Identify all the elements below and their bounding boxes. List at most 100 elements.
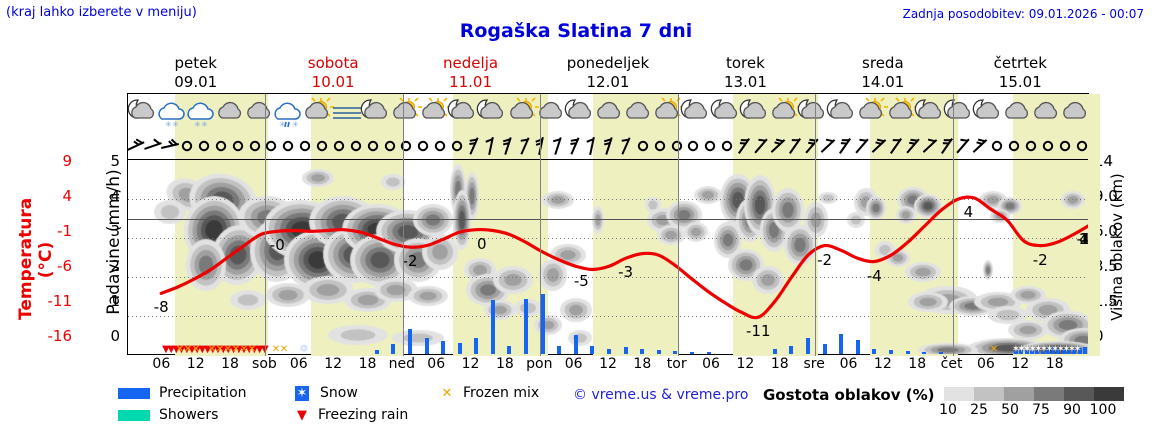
legend-item: ✕ Frozen mix bbox=[438, 385, 539, 401]
day-name: petek bbox=[127, 54, 264, 73]
day-name: nedelja bbox=[402, 54, 539, 73]
svg-text:✳: ✳ bbox=[279, 120, 286, 129]
hour-label: čet bbox=[941, 356, 963, 372]
day-name: ponedeljek bbox=[539, 54, 676, 73]
precipitation-tick: 1 bbox=[96, 292, 120, 310]
hour-label: 12 bbox=[1011, 356, 1029, 372]
temperature-tick: -11 bbox=[38, 292, 72, 310]
legend-item: ✶ Snow bbox=[293, 385, 358, 401]
precipitation-tick: 2 bbox=[96, 257, 120, 275]
day-separator bbox=[403, 94, 404, 356]
temperature-tick: -1 bbox=[38, 222, 72, 240]
hour-label: 12 bbox=[187, 356, 205, 372]
day-header-2: sobota 10.01 bbox=[264, 54, 401, 92]
temperature-label: -8 bbox=[154, 298, 169, 316]
day-date: 09.01 bbox=[127, 73, 264, 92]
day-date: 10.01 bbox=[264, 73, 401, 92]
legend-symbol: ✕ bbox=[438, 386, 456, 401]
temperature-tick: 9 bbox=[38, 152, 72, 170]
cloud-density-scale-label: 10 bbox=[939, 402, 957, 418]
svg-text:✳: ✳ bbox=[201, 120, 208, 129]
legend-symbol: ▼ bbox=[293, 408, 311, 423]
legend-label: Freezing rain bbox=[318, 407, 408, 423]
precipitation-tick: 3 bbox=[96, 222, 120, 240]
day-name: četrtek bbox=[952, 54, 1089, 73]
temperature-tick: -6 bbox=[38, 257, 72, 275]
svg-text:✳: ✳ bbox=[194, 120, 201, 129]
legend-color-swatch bbox=[118, 410, 150, 421]
hour-label: pon bbox=[526, 356, 552, 372]
day-header-7: četrtek 15.01 bbox=[952, 54, 1089, 92]
temperature-label: 4 bbox=[964, 203, 974, 221]
hour-label: 18 bbox=[633, 356, 651, 372]
forecast-chart-panel[interactable]: *✳✳*✳✳✳✳ ▼▼▼▼▼▼▼▼▼▼▼▼▼▼▼▼▼▼▼▼✕✕✕✕✕✕✕✕✕✕✕… bbox=[127, 93, 1089, 355]
day-separator bbox=[265, 94, 266, 356]
hour-label: tor bbox=[667, 356, 687, 372]
wind-barb-row bbox=[128, 134, 1088, 159]
cloud-density-scale-label: 75 bbox=[1032, 402, 1050, 418]
day-header-4: ponedeljek 12.01 bbox=[539, 54, 676, 92]
hour-label: 06 bbox=[840, 356, 858, 372]
day-name: sobota bbox=[264, 54, 401, 73]
temperature-value-labels: -8-0-20-5-3-11-2-44-22-141 bbox=[128, 160, 1088, 354]
temperature-axis-ticks: 9 4 -1 -6 -11 -16 bbox=[38, 160, 72, 360]
day-header-1: petek 09.01 bbox=[127, 54, 264, 92]
legend-item: Showers bbox=[118, 407, 218, 423]
legend-item: Precipitation bbox=[118, 385, 247, 401]
legend-symbol: ✶ bbox=[295, 386, 309, 401]
hour-label: 18 bbox=[1046, 356, 1064, 372]
legend-label: Precipitation bbox=[159, 385, 247, 401]
cloud-density-swatch bbox=[1094, 387, 1124, 401]
last-updated-text: Zadnja posodobitev: 09.01.2026 - 00:07 bbox=[903, 7, 1144, 21]
temperature-label: -3 bbox=[618, 263, 633, 281]
hour-label: 12 bbox=[324, 356, 342, 372]
day-separator bbox=[953, 94, 954, 356]
temperature-label: -2 bbox=[402, 252, 417, 270]
weather-icon-row: *✳✳*✳✳✳✳ bbox=[128, 94, 1088, 134]
cloud-density-swatch bbox=[1064, 387, 1094, 401]
page-title: Rogaška Slatina 7 dni bbox=[0, 20, 1152, 42]
legend-label: Snow bbox=[320, 385, 358, 401]
temperature-tick: 4 bbox=[38, 187, 72, 205]
hour-label: 18 bbox=[496, 356, 514, 372]
precipitation-tick: 0 bbox=[96, 327, 120, 345]
day-date: 13.01 bbox=[677, 73, 814, 92]
cloud-density-swatch bbox=[974, 387, 1004, 401]
hour-label: 18 bbox=[221, 356, 239, 372]
hour-label: 12 bbox=[599, 356, 617, 372]
location-menu-note[interactable]: (kraj lahko izberete v meniju) bbox=[6, 5, 197, 20]
hour-label: 06 bbox=[565, 356, 583, 372]
cloud-density-scale-label: 90 bbox=[1063, 402, 1081, 418]
precipitation-axis-ticks: 543210 bbox=[96, 160, 120, 360]
hour-label: 18 bbox=[771, 356, 789, 372]
chart-legend: Precipitation ✶ Snow ✕ Frozen mix Showers ▼ Fre… bbox=[118, 385, 1152, 435]
hour-label: 18 bbox=[359, 356, 377, 372]
day-separator bbox=[540, 94, 541, 356]
hour-label: 06 bbox=[977, 356, 995, 372]
precipitation-tick: 4 bbox=[96, 187, 120, 205]
legend-item: ▼ Freezing rain bbox=[293, 407, 408, 423]
hour-label: 12 bbox=[737, 356, 755, 372]
day-header-6: sreda 14.01 bbox=[814, 54, 951, 92]
hour-label: ned bbox=[389, 356, 415, 372]
day-header-3: nedelja 11.01 bbox=[402, 54, 539, 92]
temperature-label: -11 bbox=[746, 322, 771, 340]
plot-area: ▼▼▼▼▼▼▼▼▼▼▼▼▼▼▼▼▼▼▼▼✕✕✕✕✕✕✕✕✕✕✕✶✕✶✶✶✶✶✶✶… bbox=[128, 159, 1088, 354]
day-name: sreda bbox=[814, 54, 951, 73]
cloud-icon bbox=[1058, 96, 1092, 130]
hour-label: sob bbox=[252, 356, 277, 372]
hour-label: 06 bbox=[702, 356, 720, 372]
copyright-link[interactable]: © vreme.us & vreme.pro bbox=[573, 387, 748, 403]
day-date: 11.01 bbox=[402, 73, 539, 92]
day-header-5: torek 13.01 bbox=[677, 54, 814, 92]
hour-label-row: 06 12 18 sob 06 12 18 ned 06 12 18 pon 06 12 18 tor 06 12… bbox=[127, 356, 1089, 376]
temperature-label: -0 bbox=[270, 236, 285, 254]
day-name: torek bbox=[677, 54, 814, 73]
hour-label: 12 bbox=[874, 356, 892, 372]
day-header-row: petek 09.01 sobota 10.01 nedelja 11.01 ponedel… bbox=[127, 54, 1089, 92]
legend-label: Frozen mix bbox=[463, 385, 539, 401]
hour-label: 18 bbox=[908, 356, 926, 372]
legend-color-swatch bbox=[118, 388, 150, 399]
calm-wind-icon bbox=[1071, 136, 1093, 156]
cloud-density-scale-label: 50 bbox=[1001, 402, 1019, 418]
